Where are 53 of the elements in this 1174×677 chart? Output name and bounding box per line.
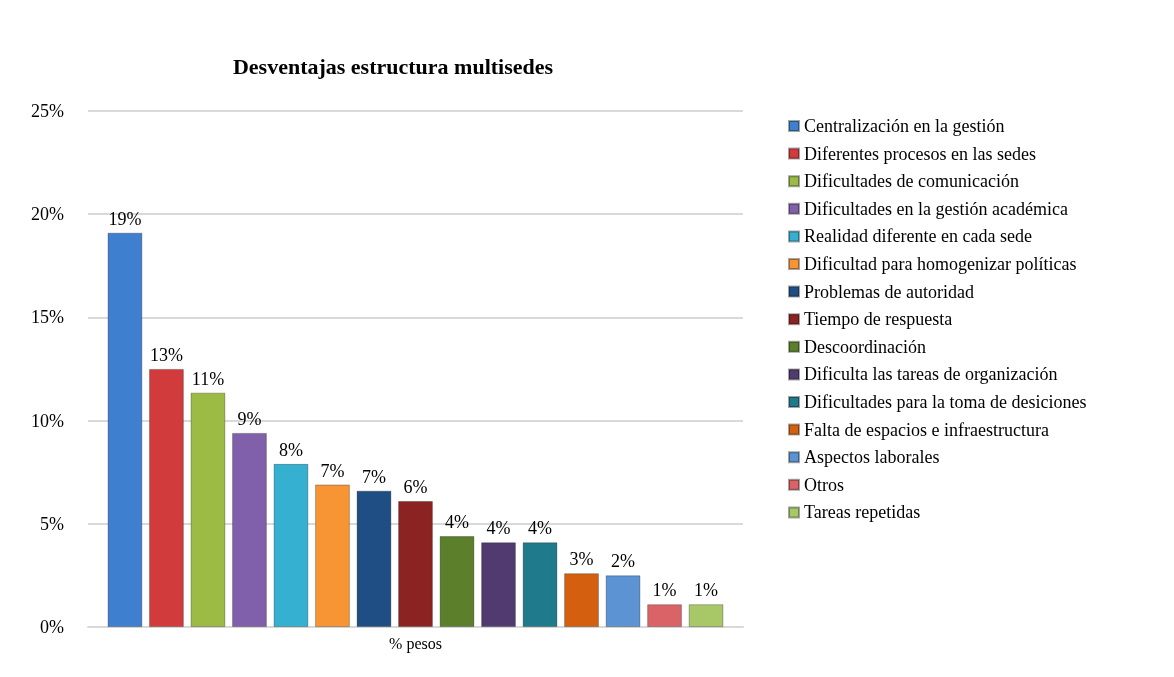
- y-tick-label: 10%: [31, 410, 64, 431]
- data-label: 11%: [191, 368, 225, 389]
- legend-label: Aspectos laborales: [804, 447, 940, 468]
- bar: [564, 573, 599, 627]
- bar: [481, 542, 516, 627]
- legend-label: Problemas de autoridad: [804, 281, 974, 302]
- bar: [398, 501, 433, 627]
- data-label: 19%: [108, 208, 142, 229]
- legend-label: Tareas repetidas: [804, 502, 921, 523]
- x-tick-label: % pesos: [389, 634, 442, 653]
- legend-label: Dificultades en la gestión académica: [804, 198, 1068, 219]
- data-label: 7%: [361, 466, 386, 487]
- data-label: 3%: [569, 549, 594, 570]
- data-label: 1%: [652, 580, 677, 601]
- bar: [232, 432, 267, 627]
- bar: [356, 490, 392, 627]
- data-label: 13%: [149, 345, 183, 365]
- legend-label: Falta de espacios e infraestructura: [804, 419, 1049, 440]
- bar: [522, 542, 558, 627]
- bar: [273, 463, 309, 627]
- legend-label: Descoordinación: [804, 336, 926, 357]
- y-tick-label: 20%: [31, 204, 64, 225]
- legend-label: Centralización en la gestión: [804, 116, 1005, 136]
- legend-label: Dificultades para la toma de desiciones: [804, 392, 1087, 412]
- legend-label: Otros: [804, 474, 844, 495]
- data-label: 6%: [403, 477, 428, 498]
- data-label: 2%: [611, 551, 636, 572]
- bar: [107, 232, 143, 627]
- y-tick-label: 15%: [31, 307, 64, 328]
- bar: [439, 536, 475, 627]
- legend-label: Dificultades de comunicación: [804, 171, 1019, 192]
- data-label: 8%: [278, 439, 303, 460]
- data-label: 9%: [237, 408, 262, 429]
- legend-label: Realidad diferente en cada sede: [804, 226, 1032, 247]
- data-label: 1%: [694, 580, 719, 601]
- y-tick-label: 0%: [40, 617, 64, 637]
- data-label: 4%: [486, 518, 511, 539]
- bar: [315, 484, 350, 627]
- bar: [647, 604, 682, 627]
- legend-label: Tiempo de respuesta: [804, 309, 953, 330]
- data-label: 4%: [445, 512, 470, 533]
- legend-label: Diferentes procesos en las sedes: [804, 143, 1036, 164]
- bar: [688, 604, 724, 627]
- bar: [190, 392, 226, 627]
- bar: [149, 369, 184, 627]
- data-label: 7%: [320, 460, 345, 481]
- data-label: 4%: [528, 518, 553, 539]
- y-tick-label: 25%: [31, 101, 64, 121]
- legend-label: Dificultad para homogenizar políticas: [804, 254, 1077, 274]
- legend-label: Dificulta las tareas de organización: [804, 364, 1058, 385]
- bar: [605, 575, 641, 627]
- y-tick-label: 5%: [40, 513, 64, 534]
- chart-title: Desventajas estructura multisedes: [232, 53, 554, 79]
